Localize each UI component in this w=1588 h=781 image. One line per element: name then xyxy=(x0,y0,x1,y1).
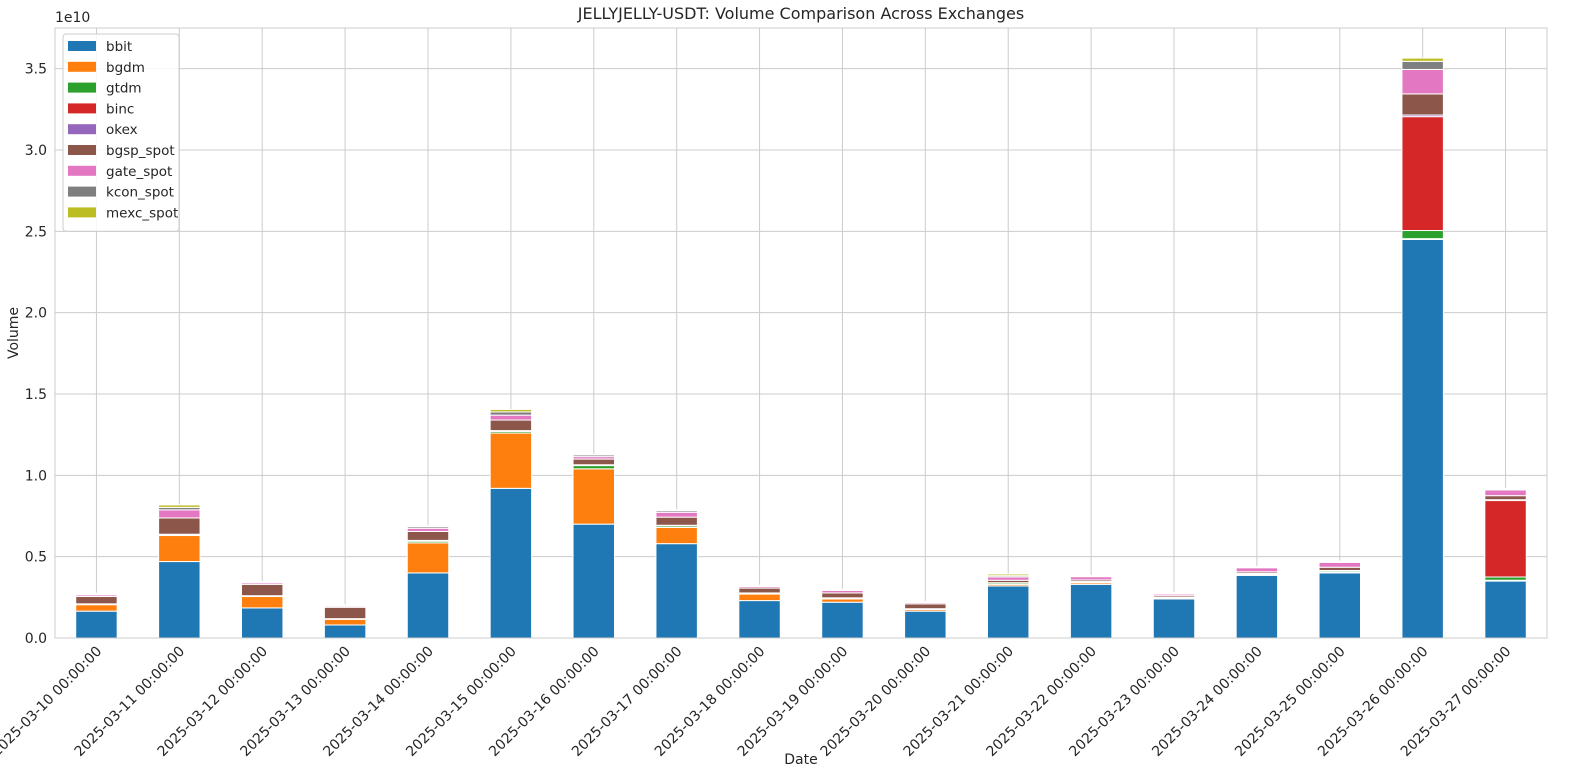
chart-title: JELLYJELLY-USDT: Volume Comparison Acros… xyxy=(577,4,1024,23)
bar-segment-bgdm xyxy=(655,526,698,545)
bar-segment-bgdm xyxy=(489,432,533,489)
bar-segment-bgdm xyxy=(241,596,284,609)
bar-segment-binc xyxy=(1484,500,1527,578)
bar-segment-gtdm xyxy=(1401,230,1444,240)
legend-label-binc: binc xyxy=(106,101,134,117)
y-axis-title: Volume xyxy=(6,307,22,359)
y-tick-label: 3.0 xyxy=(25,143,47,159)
bar-segment-bgsp_spot xyxy=(75,596,118,605)
legend-label-mexc_spot: mexc_spot xyxy=(106,205,178,221)
bar-segment-bgdm xyxy=(75,604,118,612)
bar-segment-gate_spot xyxy=(655,511,698,518)
bar-segment-bgdm xyxy=(406,542,450,574)
y-tick-label: 0.0 xyxy=(25,631,47,647)
bar-segment-bgsp_spot xyxy=(489,419,533,432)
bar-segment-mexc_spot xyxy=(489,408,533,413)
bar-segment-mexc_spot xyxy=(1484,487,1527,490)
bar-segment-bgsp_spot xyxy=(1401,93,1444,116)
legend-swatch-kcon_spot xyxy=(68,186,96,197)
legend-swatch-binc xyxy=(68,103,96,114)
bar-segment-bbit xyxy=(655,543,698,639)
bar-segment-gate_spot xyxy=(1235,567,1279,573)
bar-segment-bgdm xyxy=(158,535,201,563)
bar-segment-bbit xyxy=(821,601,864,639)
legend-swatch-mexc_spot xyxy=(68,207,96,218)
bar-segment-bgdm xyxy=(572,468,615,525)
bar-segment-kcon_spot xyxy=(1401,60,1444,70)
bar-segment-mexc_spot xyxy=(75,592,118,595)
legend-label-kcon_spot: kcon_spot xyxy=(106,185,174,201)
bar-segment-bgsp_spot xyxy=(241,583,284,597)
bar-segment-bgsp_spot xyxy=(904,603,947,610)
bar-segment-mexc_spot xyxy=(655,509,698,512)
legend-label-bbit: bbit xyxy=(106,39,132,55)
bar-segment-bgsp_spot xyxy=(738,587,781,594)
bar-segment-bgsp_spot xyxy=(158,517,201,535)
bar-segment-bbit xyxy=(75,610,118,639)
legend-label-okex: okex xyxy=(106,122,138,138)
plot-frame xyxy=(54,27,1548,639)
bar-segment-bbit xyxy=(1318,572,1361,639)
bar-segment-gate_spot xyxy=(489,414,533,421)
bar-segment-bgsp_spot xyxy=(821,592,864,599)
y-tick-label: 1.5 xyxy=(25,387,47,403)
bar-segment-gate_spot xyxy=(158,509,201,519)
bar-segment-bbit xyxy=(1069,583,1113,639)
legend-swatch-gate_spot xyxy=(68,165,96,176)
bar-segment-bbit xyxy=(241,607,284,639)
bar-segment-gate_spot xyxy=(1401,68,1444,95)
bar-segment-bgsp_spot xyxy=(655,516,698,526)
legend-label-gtdm: gtdm xyxy=(106,81,142,97)
bar-segment-mexc_spot xyxy=(1401,57,1444,62)
bar-segment-binc xyxy=(1401,116,1444,232)
bar-segment-bbit xyxy=(489,487,533,639)
bar-segment-bgsp_spot xyxy=(572,458,615,466)
y-tick-label: 2.5 xyxy=(25,224,47,240)
x-axis-title: Date xyxy=(784,752,817,768)
legend: bbit bgdm gtdm binc okex bgsp_spot gate_spotkc… xyxy=(62,33,180,232)
bar-segment-bgsp_spot xyxy=(406,530,450,541)
bar-segment-bbit xyxy=(1152,598,1196,639)
legend-label-bgdm: bgdm xyxy=(106,60,145,76)
legend-swatch-bgdm xyxy=(68,61,96,72)
y-tick-label: 1.0 xyxy=(25,468,47,484)
bar-segment-mexc_spot xyxy=(572,453,615,456)
y-axis-multiplier: 1e10 xyxy=(55,10,90,26)
bar-segment-bbit xyxy=(738,600,781,639)
bar-segment-bgdm xyxy=(738,593,781,602)
y-tick-label: 0.5 xyxy=(25,550,47,566)
bar-segment-bgsp_spot xyxy=(1484,495,1527,501)
bar-segment-bbit xyxy=(1235,574,1279,639)
bar-segment-bbit xyxy=(1401,238,1444,639)
y-tick-label: 3.5 xyxy=(25,62,47,78)
y-tick-label: 2.0 xyxy=(25,306,47,322)
legend-swatch-gtdm xyxy=(68,82,96,93)
bar-segment-gate_spot xyxy=(1318,561,1361,568)
bar-segment-mexc_spot xyxy=(406,525,450,528)
legend-label-bgsp_spot: bgsp_spot xyxy=(106,143,175,159)
bar-segment-mexc_spot xyxy=(158,504,201,508)
bar-segment-bgsp_spot xyxy=(323,606,367,620)
bar-segment-bgdm xyxy=(323,618,367,626)
bar-segment-bbit xyxy=(904,610,947,639)
legend-swatch-okex xyxy=(68,124,96,135)
bar-segment-gate_spot xyxy=(1484,489,1527,497)
legend-swatch-bbit xyxy=(68,41,96,51)
bar-segment-bbit xyxy=(1484,580,1527,639)
legend-label-gate_spot: gate_spot xyxy=(106,164,172,180)
bar-segment-mexc_spot xyxy=(987,573,1030,577)
y-tick-labels: 0.0 0.5 1.0 1.5 2.0 2.5 3.0 3.5 xyxy=(25,62,47,647)
bar-segment-bbit xyxy=(158,561,201,639)
bar-segment-bbit xyxy=(406,572,450,639)
bar-segment-bbit xyxy=(987,585,1030,639)
legend-swatch-bgsp_spot xyxy=(68,145,96,155)
bar-segment-bbit xyxy=(323,624,367,639)
bar-segment-bbit xyxy=(572,523,615,639)
